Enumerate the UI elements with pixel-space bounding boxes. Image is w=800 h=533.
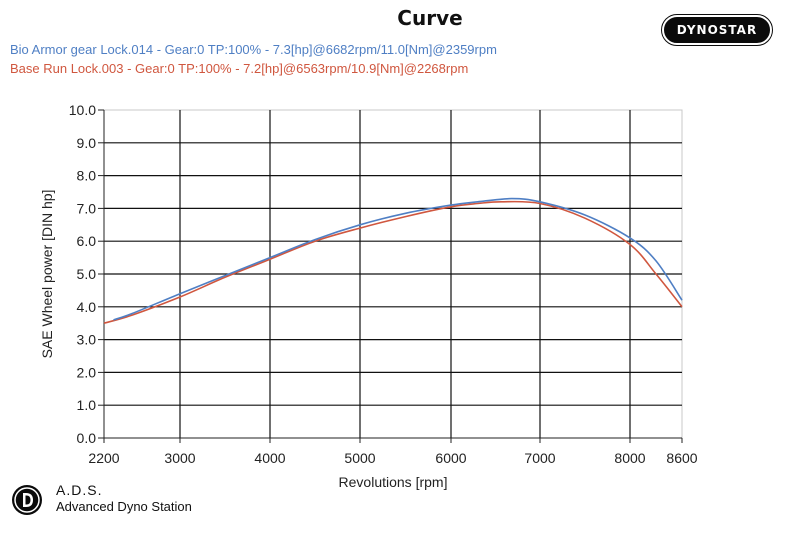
y-tick-label: 1.0 bbox=[77, 397, 97, 413]
x-tick-label: 5000 bbox=[344, 450, 375, 466]
y-tick-label: 7.0 bbox=[77, 200, 97, 216]
series-lines bbox=[103, 197, 683, 324]
x-tick-label: 6000 bbox=[435, 450, 466, 466]
y-tick-label: 5.0 bbox=[77, 266, 97, 282]
x-axis-label: Revolutions [rpm] bbox=[339, 474, 448, 490]
legend-series-1: Bio Armor gear Lock.014 - Gear:0 TP:100%… bbox=[10, 42, 497, 57]
x-tick-label: 2200 bbox=[88, 450, 119, 466]
grid-lines bbox=[104, 110, 682, 438]
y-tick-label: 6.0 bbox=[77, 233, 97, 249]
y-axis-label: SAE Wheel power [DIN hp] bbox=[39, 190, 55, 359]
x-tick-label: 8000 bbox=[614, 450, 645, 466]
chart-title: Curve bbox=[397, 6, 463, 30]
legend-series-2: Base Run Lock.003 - Gear:0 TP:100% - 7.2… bbox=[10, 61, 469, 76]
series-line-2 bbox=[103, 200, 683, 324]
y-tick-label: 4.0 bbox=[77, 299, 97, 315]
dynostar-logo: DYNOSTAR bbox=[661, 14, 773, 46]
y-axis: 0.0 1.0 2.0 3.0 4.0 5.0 6.0 7.0 8.0 9.0 10.0 bbox=[69, 102, 105, 446]
footer-abbreviation: A.D.S. bbox=[56, 482, 103, 498]
y-tick-label: 3.0 bbox=[77, 332, 97, 348]
footer-station-name: Advanced Dyno Station bbox=[56, 499, 192, 514]
x-tick-label: 3000 bbox=[164, 450, 195, 466]
x-tick-label: 7000 bbox=[524, 450, 555, 466]
ads-logo-icon bbox=[12, 485, 42, 515]
series-line-1 bbox=[113, 197, 683, 321]
y-tick-label: 2.0 bbox=[77, 364, 97, 380]
y-tick-label: 9.0 bbox=[77, 135, 97, 151]
x-tick-label: 4000 bbox=[254, 450, 285, 466]
x-axis: 2200 3000 4000 5000 6000 7000 8000 8600 bbox=[88, 437, 698, 466]
x-tick-label: 8600 bbox=[666, 450, 697, 466]
y-tick-label: 10.0 bbox=[69, 102, 96, 118]
y-tick-label: 8.0 bbox=[77, 168, 97, 184]
y-tick-label: 0.0 bbox=[77, 430, 97, 446]
